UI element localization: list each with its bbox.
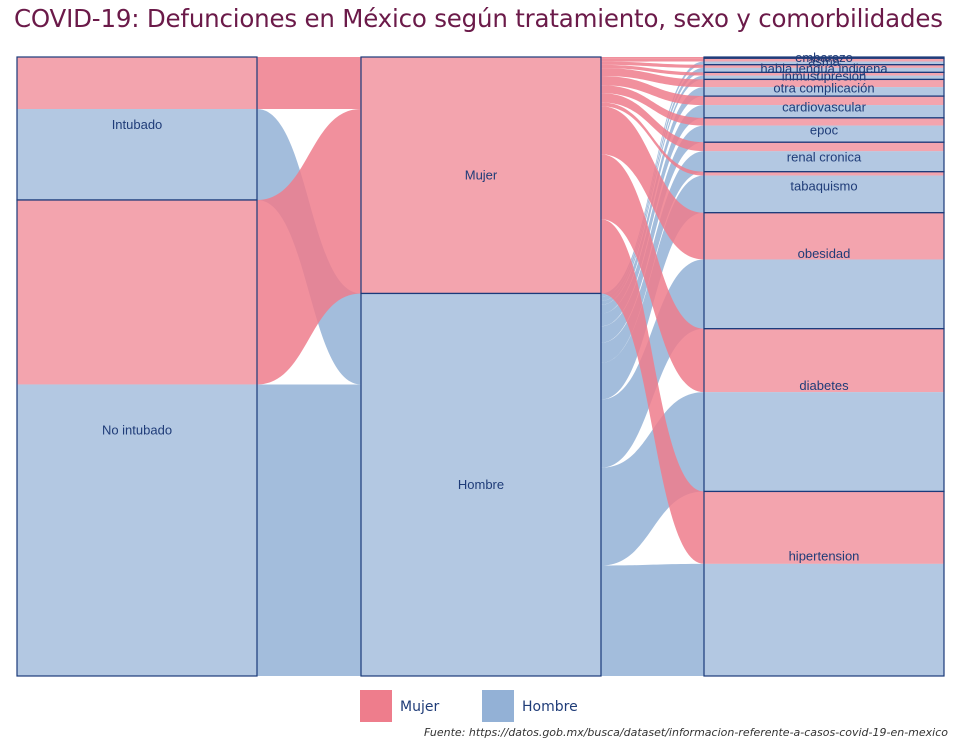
stratum-no-intubado-border: [16, 199, 258, 677]
flow-mujer-renal-cronica: [601, 93, 704, 152]
stratum-intubado-hombre: [17, 108, 257, 200]
label-obesidad: obesidad: [798, 246, 851, 261]
label-hipertension: hipertension: [789, 549, 860, 564]
stratum-renal-cronica-hombre: [704, 151, 944, 172]
stratum-embarazo-mujer: [704, 57, 944, 59]
stratum-intubado-mujer: [17, 57, 257, 109]
label-renal-cronica: renal cronica: [787, 149, 862, 164]
stratum-diabetes-mujer: [704, 328, 944, 393]
flows-layer: [257, 57, 704, 676]
stratum-asma-mujer: [704, 58, 944, 62]
stratum-hipertension-border: [703, 490, 945, 677]
stratum-obesidad-mujer: [704, 212, 944, 260]
stratum-inmusupresion-mujer: [704, 72, 944, 76]
flow-mujer-otra-complicacion: [601, 68, 704, 88]
label-sexo-mujer: Mujer: [465, 168, 498, 183]
legend-swatch-hombre: [482, 690, 514, 722]
stratum-hipertension-mujer: [704, 491, 944, 564]
flow-mujer-embarazo: [601, 57, 704, 59]
stratum-cardiovascular-mujer: [704, 96, 944, 106]
flow-no-intubado-mujer: [257, 108, 361, 385]
flow-mujer-diabetes: [601, 154, 704, 393]
label-intubado: Intubado: [112, 117, 163, 132]
flow-mujer-epoc: [601, 85, 704, 126]
chart-title: COVID-19: Defunciones en México según tr…: [14, 4, 943, 33]
stratum-tabaquismo-mujer: [704, 171, 944, 176]
labels-layer: Intubado No intubado Mujer Hombre embarazoas…: [102, 50, 888, 563]
legend-label-hombre: Hombre: [522, 699, 578, 715]
flow-no-intubado-hombre: [257, 384, 361, 676]
flow-mujer-inmusupresion: [601, 64, 704, 76]
label-epoc: epoc: [810, 123, 839, 138]
legend-swatch-mujer: [360, 690, 392, 722]
label-no-intubado: No intubado: [102, 423, 172, 438]
label-sexo-hombre: Hombre: [458, 477, 504, 492]
stratum-inmusupresion-hombre: [704, 75, 944, 80]
flow-hombre-epoc: [601, 125, 704, 343]
stratum-otra-complicacion-hombre: [704, 87, 944, 97]
label-asma: asma: [808, 54, 841, 69]
flow-hombre-hipertension: [601, 563, 704, 676]
label-cardiovascular: cardiovascular: [782, 99, 866, 114]
label-inmusupresion: inmusupresión: [782, 68, 867, 83]
flow-mujer-hipertension: [601, 219, 704, 564]
stratum-epoc-mujer: [704, 117, 944, 126]
label-tabaquismo: tabaquismo: [790, 179, 857, 194]
stratum-asma-hombre: [704, 61, 944, 65]
stratum-otra-complicacion-mujer: [704, 79, 944, 88]
stratum-habla-lengua-indigena-mujer: [704, 64, 944, 68]
label-otra-complicacion: otra complicación: [773, 80, 874, 95]
flow-mujer-asma: [601, 58, 704, 62]
stratum-epoc-hombre: [704, 125, 944, 143]
stratum-renal-cronica-mujer: [704, 142, 944, 152]
stratum-mujer: [361, 57, 601, 294]
label-embarazo: embarazo: [795, 50, 853, 65]
stratum-no-intubado-mujer: [17, 199, 257, 385]
stratum-tabaquismo-hombre: [704, 175, 944, 213]
stratum-hombre: [361, 293, 601, 676]
strata-layer: [16, 56, 945, 677]
flow-mujer-cardiovascular: [601, 76, 704, 106]
stratum-hipertension-hombre: [704, 563, 944, 676]
stratum-habla-lengua-indigena-hombre: [704, 67, 944, 73]
flow-mujer-tabaquismo: [601, 102, 704, 176]
flow-mujer-habla-lengua-indigena: [601, 61, 704, 68]
stratum-obesidad-hombre: [704, 259, 944, 329]
flow-hombre-diabetes: [601, 392, 704, 566]
flow-mujer-obesidad: [601, 106, 704, 260]
flow-intubado-mujer: [257, 57, 361, 109]
label-diabetes: diabetes: [799, 378, 849, 393]
stratum-hombre-border: [360, 292, 602, 677]
source-note: Fuente: https://datos.gob.mx/busca/datas…: [424, 726, 948, 739]
legend: Mujer Hombre: [360, 690, 578, 722]
label-habla-lengua-indigena: habla lengua indigena: [760, 61, 888, 76]
stratum-no-intubado-hombre: [17, 384, 257, 676]
stratum-cardiovascular-hombre: [704, 105, 944, 118]
stratum-diabetes-hombre: [704, 392, 944, 492]
legend-label-mujer: Mujer: [400, 699, 439, 715]
flow-hombre-cardiovascular: [601, 105, 704, 327]
